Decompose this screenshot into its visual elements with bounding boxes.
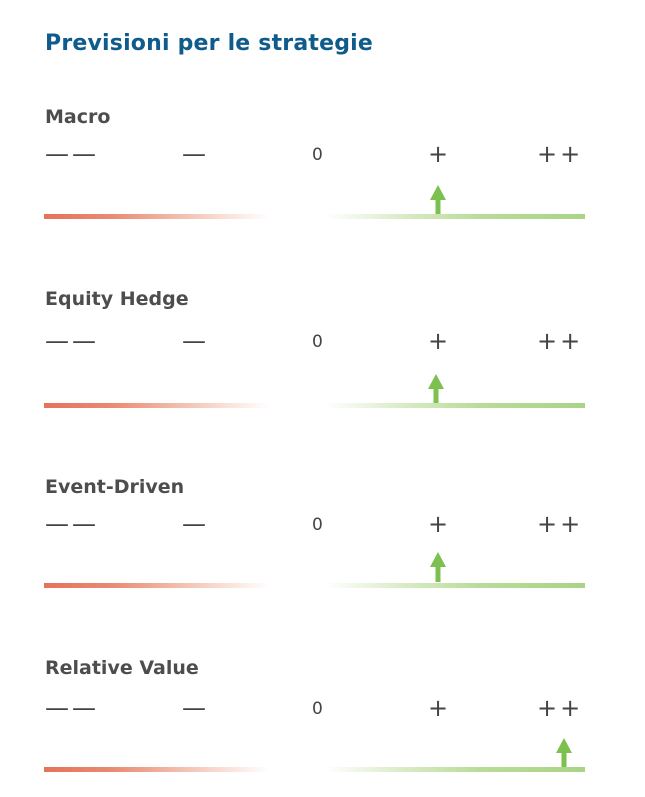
arrow-up-icon bbox=[430, 552, 446, 582]
negative-scale-bar bbox=[44, 403, 269, 408]
scale-label-positive: + bbox=[428, 510, 452, 538]
arrow-up-icon bbox=[556, 738, 572, 768]
scale-label-neutral: 0 bbox=[312, 145, 323, 165]
arrow-up-icon bbox=[430, 185, 446, 215]
strategy-equity-hedge: Equity Hedge —— — 0 + ++ bbox=[0, 288, 645, 418]
scale-label-double-negative: —— bbox=[45, 694, 99, 722]
positive-scale-bar bbox=[325, 767, 585, 772]
scale-label-positive: + bbox=[428, 327, 452, 355]
arrow-up-icon bbox=[428, 374, 444, 404]
scale-label-positive: + bbox=[428, 140, 452, 168]
scale-label-double-positive: ++ bbox=[537, 694, 584, 722]
strategy-macro: Macro —— — 0 + ++ bbox=[0, 106, 645, 236]
negative-scale-bar bbox=[44, 767, 269, 772]
scale-label-negative: — bbox=[182, 327, 209, 355]
negative-scale-bar bbox=[44, 214, 269, 219]
strategy-name: Relative Value bbox=[45, 657, 199, 679]
strategy-name: Event-Driven bbox=[45, 476, 185, 498]
scale-label-double-positive: ++ bbox=[537, 327, 584, 355]
scale-label-double-positive: ++ bbox=[537, 140, 584, 168]
scale-label-positive: + bbox=[428, 694, 452, 722]
strategy-event-driven: Event-Driven —— — 0 + ++ bbox=[0, 476, 645, 606]
page-title: Previsioni per le strategie bbox=[45, 31, 374, 56]
scale-label-negative: — bbox=[182, 140, 209, 168]
scale-label-negative: — bbox=[182, 510, 209, 538]
strategy-name: Macro bbox=[45, 106, 111, 128]
scale-label-negative: — bbox=[182, 694, 209, 722]
positive-scale-bar bbox=[325, 403, 585, 408]
positive-scale-bar bbox=[325, 583, 585, 588]
scale-label-neutral: 0 bbox=[312, 332, 323, 352]
scale-label-neutral: 0 bbox=[312, 699, 323, 719]
scale-label-neutral: 0 bbox=[312, 515, 323, 535]
strategy-relative-value: Relative Value —— — 0 + ++ bbox=[0, 657, 645, 787]
scale-label-double-negative: —— bbox=[45, 140, 99, 168]
positive-scale-bar bbox=[325, 214, 585, 219]
scale-label-double-negative: —— bbox=[45, 327, 99, 355]
scale-label-double-positive: ++ bbox=[537, 510, 584, 538]
scale-label-double-negative: —— bbox=[45, 510, 99, 538]
negative-scale-bar bbox=[44, 583, 269, 588]
strategy-name: Equity Hedge bbox=[45, 288, 189, 310]
